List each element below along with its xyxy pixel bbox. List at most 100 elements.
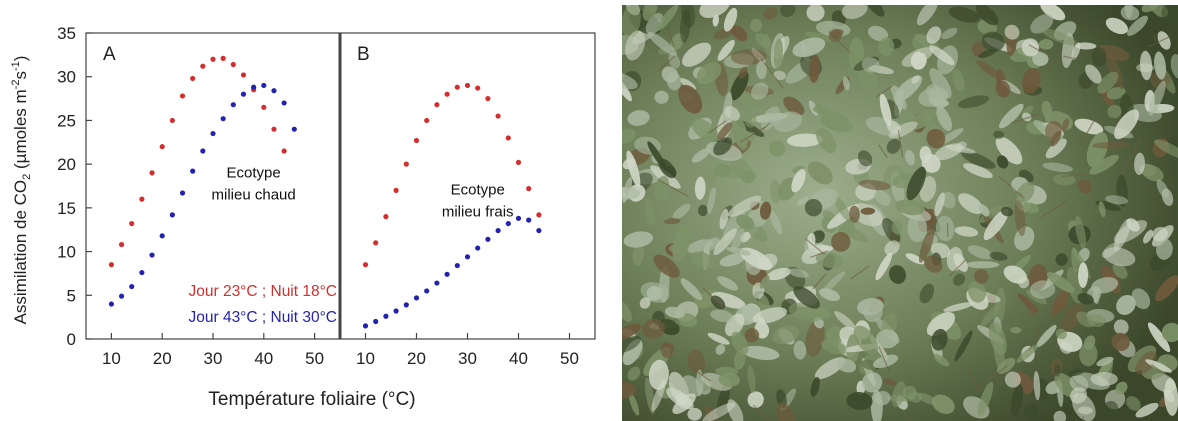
leaf-shape xyxy=(821,339,847,355)
series-b-day23 xyxy=(362,82,542,268)
leaf-shape xyxy=(1021,38,1040,57)
leaf-shape xyxy=(1089,154,1119,175)
leaf-shape xyxy=(1096,356,1114,367)
leaf-shape xyxy=(679,78,696,90)
stem-shape xyxy=(654,49,660,55)
data-point xyxy=(129,220,135,227)
leaf-shape xyxy=(730,48,767,65)
leaf-shape xyxy=(1154,51,1167,80)
leaf-shape xyxy=(719,208,729,230)
leaf-shape xyxy=(741,345,780,360)
leaf-shape xyxy=(793,286,820,309)
leaf-shape xyxy=(1116,294,1136,315)
leaf-shape xyxy=(804,199,823,217)
leaf-shape xyxy=(627,110,650,126)
leaf-shape xyxy=(1053,173,1076,186)
leaf-shape xyxy=(773,111,803,133)
leaf-shape xyxy=(953,273,966,286)
leaf-shape xyxy=(622,78,632,102)
data-point xyxy=(505,135,511,141)
leaf-shape xyxy=(773,38,783,70)
leaf-shape xyxy=(796,196,809,206)
leaf-shape xyxy=(980,303,1001,328)
axis-ticks: 0 5 10 15 20 25 30 35 10 20 30 40 50 10 20 30 40 50 xyxy=(57,24,579,368)
leaf-shape xyxy=(926,312,956,337)
data-point xyxy=(495,227,501,234)
leaf-shape xyxy=(1145,359,1172,373)
data-point xyxy=(118,293,125,299)
leaf-shape xyxy=(983,208,1009,241)
data-point xyxy=(475,245,481,251)
leaf-shape xyxy=(975,5,999,26)
stem-shape xyxy=(967,368,981,393)
leaf-shape xyxy=(731,228,745,251)
leaf-shape xyxy=(834,311,857,331)
leaf-shape xyxy=(954,330,973,362)
shrub-photograph xyxy=(622,5,1178,421)
data-point xyxy=(464,254,471,260)
leaf-shape xyxy=(731,25,748,42)
x-tick-label: 10 xyxy=(356,349,375,368)
stem-shape xyxy=(812,272,828,290)
data-point xyxy=(495,113,501,119)
x-tick-label: 30 xyxy=(458,349,477,368)
leaf-shape xyxy=(977,381,994,417)
leaf-shape xyxy=(1077,179,1092,194)
data-point xyxy=(149,252,155,258)
y-tick-label: 0 xyxy=(67,330,76,349)
leaf-shape xyxy=(833,194,852,223)
leaf-shape xyxy=(888,265,906,284)
leaf-shape xyxy=(663,218,681,225)
data-point xyxy=(526,217,532,223)
leaf-shape xyxy=(926,128,946,149)
leaf-shape xyxy=(622,158,636,170)
leaf-shape xyxy=(769,140,786,157)
leaf-shape xyxy=(648,359,669,390)
data-point xyxy=(515,215,522,221)
leaf-shape xyxy=(981,31,1005,52)
leaf-shape xyxy=(843,76,850,91)
leaf-shape xyxy=(1042,28,1078,46)
leaf-shape xyxy=(664,306,685,319)
series-layer xyxy=(108,55,542,329)
leaf-shape xyxy=(1131,288,1151,310)
leaf-shape xyxy=(859,179,891,191)
leaf-shape xyxy=(759,275,770,289)
y-tick-label: 10 xyxy=(57,243,76,262)
data-point xyxy=(485,95,491,102)
leaf-shape xyxy=(906,166,927,201)
leaf-shape xyxy=(1010,384,1024,417)
leaf-shape xyxy=(751,82,769,100)
leaf-shape xyxy=(691,148,711,163)
data-point xyxy=(139,196,145,202)
leaf-shape xyxy=(860,207,876,215)
leaf-shape xyxy=(911,75,920,84)
leaf-shape xyxy=(886,138,901,154)
leaf-shape xyxy=(656,5,679,32)
x-tick-label: 50 xyxy=(560,349,579,368)
stem-shape xyxy=(810,250,829,259)
leaf-shape xyxy=(945,144,976,154)
data-point xyxy=(159,233,165,239)
stem-shape xyxy=(1028,44,1052,58)
stem-shape xyxy=(1147,36,1171,48)
data-point xyxy=(108,262,114,268)
data-point xyxy=(485,236,491,242)
data-point xyxy=(393,187,399,193)
leaf-shape xyxy=(875,252,893,281)
leaf-shape xyxy=(793,340,807,360)
data-point xyxy=(424,288,430,294)
leaf-shape xyxy=(1107,104,1122,119)
leaf-shape xyxy=(717,276,739,291)
leaf-shape xyxy=(1164,378,1178,416)
leaf-shape xyxy=(1124,5,1133,19)
leaf-shape xyxy=(680,8,691,43)
leaf-shape xyxy=(696,62,722,85)
leaf-shape xyxy=(1078,262,1089,288)
leaf-shape xyxy=(672,225,691,262)
stem-shape xyxy=(828,30,852,54)
leaf-shape xyxy=(902,385,918,400)
data-point xyxy=(413,295,420,301)
leaf-shape xyxy=(623,231,654,248)
data-point xyxy=(281,100,287,106)
